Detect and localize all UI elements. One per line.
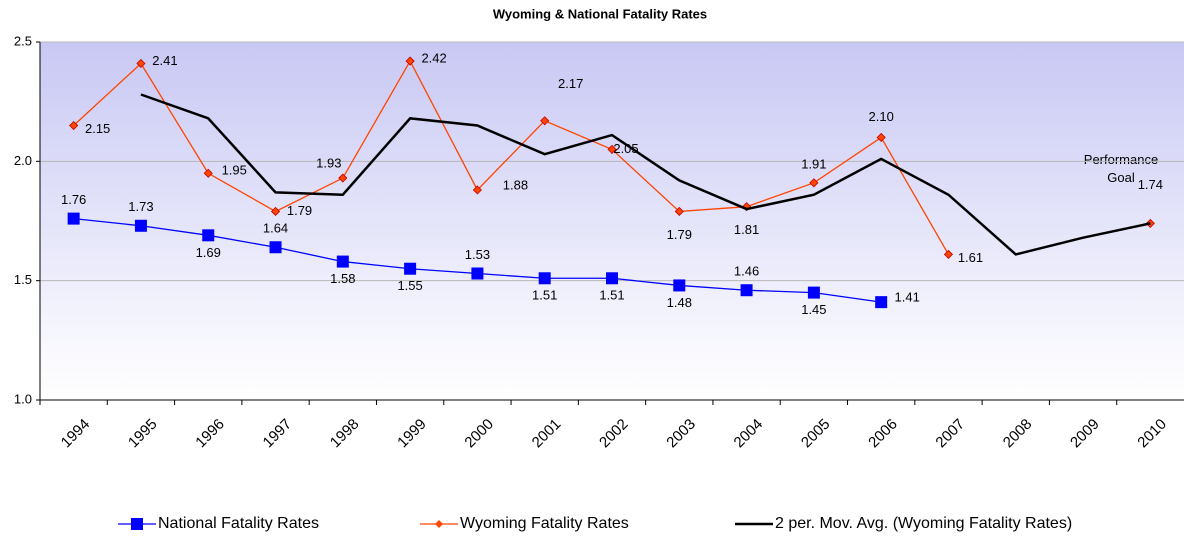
marker [740, 284, 753, 297]
data-label: 1.51 [599, 288, 624, 303]
legend-label: 2 per. Mov. Avg. (Wyoming Fatality Rates… [775, 515, 1072, 532]
y-tick-label: 1.5 [14, 272, 32, 287]
legend-marker [131, 518, 143, 530]
x-tick-label: 2010 [1134, 416, 1170, 452]
x-tick-label: 2008 [1000, 416, 1036, 452]
x-tick-label: 2005 [798, 416, 834, 452]
marker [807, 286, 820, 299]
data-label: 1.41 [895, 290, 920, 305]
marker [67, 212, 80, 225]
y-tick-label: 2.5 [14, 33, 32, 48]
x-tick-label: 2001 [529, 416, 565, 452]
marker [202, 229, 215, 242]
data-label: 1.73 [128, 199, 153, 214]
marker [674, 206, 684, 217]
data-label: 1.88 [503, 177, 528, 192]
marker [809, 178, 819, 188]
data-label: 1.55 [397, 278, 422, 293]
plot-area [40, 42, 1184, 400]
marker [943, 249, 954, 259]
data-label: 2.10 [869, 109, 894, 124]
marker [607, 144, 617, 154]
legend-marker [435, 520, 443, 528]
x-tick-label: 2002 [596, 416, 632, 452]
x-tick-label: 2004 [731, 416, 767, 452]
marker [471, 267, 484, 280]
y-tick-label: 2.0 [14, 153, 32, 168]
marker [269, 241, 282, 254]
data-label: 1.74 [1138, 177, 1163, 192]
x-tick-label: 1998 [327, 416, 363, 452]
x-tick-label: 2007 [932, 416, 968, 452]
data-label: 1.93 [316, 155, 341, 170]
data-label: 1.48 [667, 295, 692, 310]
marker [69, 120, 79, 131]
marker [876, 132, 886, 143]
marker [203, 168, 213, 178]
data-label: 1.51 [532, 288, 557, 303]
marker [338, 173, 348, 183]
marker [606, 272, 618, 285]
legend-label: National Fatality Rates [158, 515, 319, 532]
marker [472, 185, 482, 195]
data-label: 2.05 [613, 141, 638, 156]
series-line [73, 59, 950, 255]
legend-label: Wyoming Fatality Rates [460, 515, 629, 532]
data-label: 1.76 [61, 192, 86, 207]
x-tick-label: 1996 [192, 416, 228, 452]
data-label: 2.15 [85, 121, 110, 136]
marker [336, 255, 349, 268]
x-tick-label: 2006 [865, 416, 901, 452]
x-tick-label: 2009 [1067, 416, 1103, 452]
data-label: 1.53 [465, 247, 490, 262]
data-label: 1.64 [263, 221, 288, 236]
x-tick-label: 2003 [663, 416, 699, 452]
marker [136, 58, 146, 69]
data-label: 1.61 [958, 250, 983, 265]
data-label: 2.42 [421, 51, 446, 66]
x-tick-label: 2000 [461, 416, 497, 452]
x-tick-label: 1997 [260, 416, 296, 452]
data-label: 1.91 [801, 156, 826, 171]
y-tick-label: 1.0 [14, 391, 32, 406]
marker [875, 296, 888, 309]
annotation: Performance Goal [1084, 152, 1158, 185]
x-tick-label: 1999 [394, 416, 430, 452]
data-label: 2.41 [152, 53, 177, 68]
x-tick-label: 1995 [125, 416, 161, 452]
marker [540, 116, 550, 126]
data-label: 1.79 [667, 227, 692, 242]
marker [538, 272, 551, 285]
data-label: 2.17 [558, 76, 583, 91]
marker [405, 56, 415, 66]
data-label: 1.58 [330, 271, 355, 286]
data-label: 1.81 [734, 222, 759, 237]
chart-title: Wyoming & National Fatality Rates [493, 6, 707, 21]
data-label: 1.95 [222, 163, 247, 178]
marker [134, 219, 147, 232]
data-label: 1.79 [287, 203, 312, 218]
data-label: 1.69 [196, 245, 221, 260]
data-label: 1.46 [734, 264, 759, 279]
marker [270, 206, 281, 217]
marker [404, 262, 417, 275]
marker [673, 279, 686, 292]
data-label: 1.45 [801, 302, 826, 317]
series-line [140, 93, 1151, 256]
x-tick-label: 1994 [58, 416, 94, 452]
